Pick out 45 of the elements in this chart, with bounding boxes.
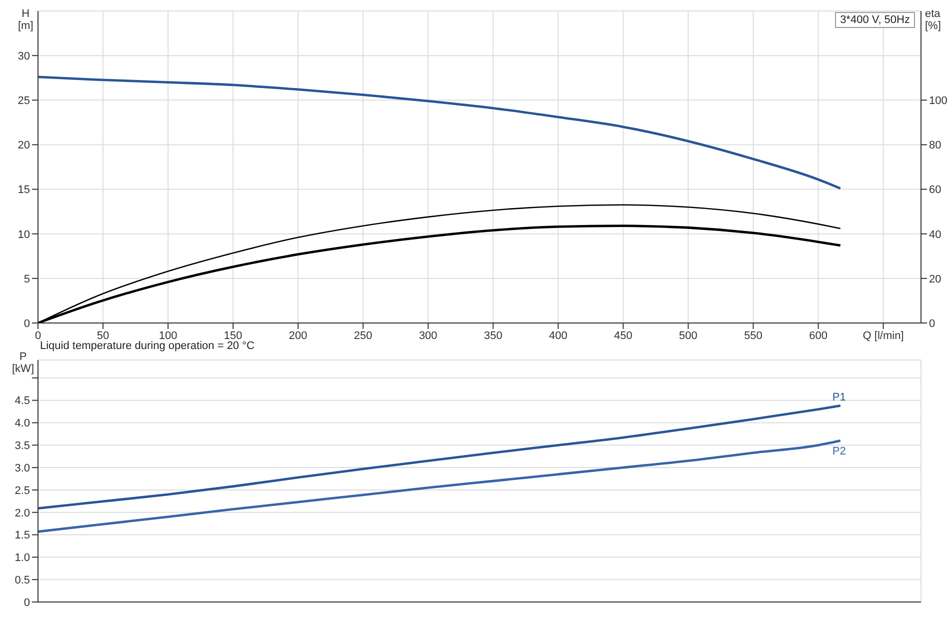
line-series xyxy=(38,76,842,190)
y2-tick-label: 40 xyxy=(929,228,942,241)
y-tick-label: 0 xyxy=(24,596,30,609)
x-tick-label: 450 xyxy=(614,330,632,342)
x-tick-label: 500 xyxy=(679,330,698,342)
y2-tick-label: 80 xyxy=(929,140,942,152)
series-label: P1 xyxy=(832,392,846,404)
x-tick-label: 300 xyxy=(418,330,438,342)
y2-axis-title: eta [%] xyxy=(925,8,941,32)
y-tick-label: 20 xyxy=(18,140,30,152)
y-tick-label: 30 xyxy=(18,50,30,62)
x-tick-label: 550 xyxy=(744,330,762,342)
y-tick-label: 15 xyxy=(18,184,30,196)
y2-tick-label: 60 xyxy=(929,184,942,196)
y2-tick-label: 100 xyxy=(929,95,948,108)
y2-tick-label: 0 xyxy=(929,318,936,330)
series-label: P2 xyxy=(832,446,846,458)
y-tick-label: 10 xyxy=(18,228,30,241)
x-tick-label: 600 xyxy=(809,330,828,342)
x-tick-label: 200 xyxy=(288,330,308,342)
x-tick-label: 100 xyxy=(158,330,178,342)
y-tick-label: 0.5 xyxy=(14,574,30,586)
y-tick-label: 3.0 xyxy=(14,462,30,474)
y-tick-label: 3.5 xyxy=(14,440,30,452)
x-tick-label: 400 xyxy=(548,330,568,342)
annotation: 3*400 V, 50Hz xyxy=(835,12,915,28)
y-axis-title: H [m] xyxy=(18,8,34,32)
x-tick-label: 0 xyxy=(34,330,42,342)
y-tick-label: 5 xyxy=(24,273,30,286)
y-tick-label: 4.5 xyxy=(14,395,30,408)
x-tick-label: 250 xyxy=(354,330,372,342)
y-tick-label: 0 xyxy=(24,318,30,330)
y-axis-title: P [kW] xyxy=(12,351,34,375)
y-tick-label: 1.0 xyxy=(14,552,30,564)
y-tick-label: 4.0 xyxy=(14,418,30,430)
y-tick-label: 2.0 xyxy=(14,507,30,520)
y-tick-label: 1.5 xyxy=(14,530,30,542)
x-tick-label: 350 xyxy=(484,330,502,342)
text: Liquid temperature during operation = 20 °C xyxy=(40,340,254,352)
y-tick-label: 25 xyxy=(18,95,30,108)
x-tick-label: 150 xyxy=(224,330,242,342)
y2-tick-label: 20 xyxy=(929,273,942,286)
x-tick-label: 50 xyxy=(96,330,110,342)
y-tick-label: 2.5 xyxy=(14,484,30,497)
x-tick-label: Q [l/min] xyxy=(862,330,904,342)
